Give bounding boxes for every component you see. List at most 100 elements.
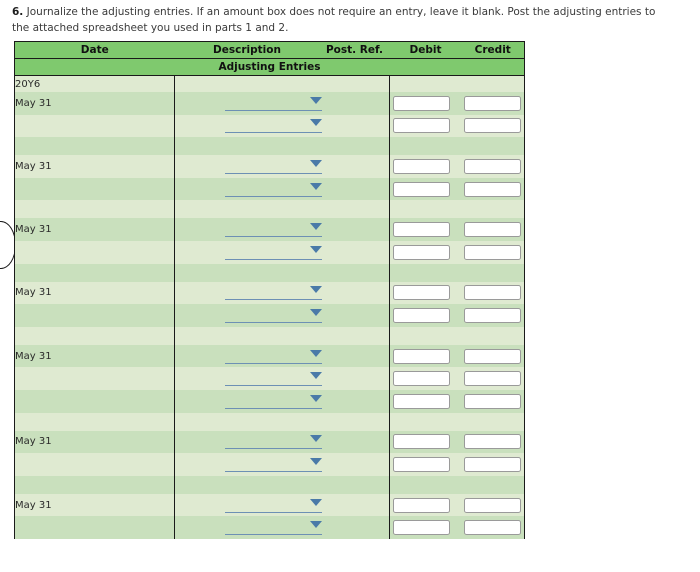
credit-cell [461, 177, 525, 201]
debit-input[interactable] [393, 393, 450, 409]
adjusting-entries-banner-row: Adjusting Entries [14, 58, 525, 76]
account-select[interactable] [225, 308, 322, 323]
debit-input[interactable] [393, 95, 450, 111]
credit-cell [461, 516, 525, 539]
debit-cell [389, 430, 462, 454]
description-cell [174, 516, 322, 539]
spacer-cell [461, 75, 525, 92]
debit-input[interactable] [393, 434, 450, 450]
chevron-down-icon [310, 96, 322, 104]
spacer-cell [389, 200, 462, 219]
debit-input[interactable] [393, 371, 450, 387]
debit-input[interactable] [393, 456, 450, 472]
credit-input[interactable] [463, 118, 521, 134]
chevron-down-icon [310, 159, 322, 167]
journal-entry-row [14, 240, 525, 264]
description-cell [174, 430, 322, 454]
spacer-cell [14, 475, 175, 494]
description-cell [174, 281, 322, 305]
account-select[interactable] [225, 222, 322, 238]
debit-input[interactable] [393, 348, 450, 364]
credit-input[interactable] [463, 307, 521, 323]
debit-input[interactable] [393, 222, 450, 238]
post-ref-cell [319, 344, 390, 368]
account-select[interactable] [225, 245, 322, 260]
account-select[interactable] [225, 520, 322, 536]
debit-input[interactable] [393, 118, 450, 134]
chevron-down-icon [310, 182, 322, 190]
debit-input[interactable] [393, 307, 450, 323]
account-select[interactable] [225, 159, 322, 174]
column-header-description: Description [174, 41, 320, 59]
post-ref-cell [319, 281, 390, 305]
description-cell [174, 240, 322, 264]
debit-input[interactable] [393, 285, 450, 301]
entry-group-spacer-row [14, 137, 525, 156]
credit-cell [461, 367, 525, 390]
spacer-cell [14, 200, 175, 219]
description-cell [174, 453, 322, 476]
spacer-cell [319, 137, 390, 156]
account-select[interactable] [225, 285, 322, 301]
credit-input[interactable] [463, 456, 521, 472]
description-cell [174, 493, 322, 517]
credit-input[interactable] [463, 95, 521, 111]
journal-entry-row: May 31 [14, 493, 525, 517]
spacer-cell [461, 475, 525, 494]
credit-cell [461, 114, 525, 138]
account-select[interactable] [225, 371, 322, 387]
date-cell: May 31 [14, 430, 175, 454]
account-select[interactable] [225, 118, 322, 134]
journal-entry-row: May 31 [14, 281, 525, 305]
spacer-cell [319, 75, 390, 92]
account-select[interactable] [225, 349, 322, 364]
journal-entry-row [14, 114, 525, 138]
spacer-cell [14, 326, 175, 345]
post-ref-cell [319, 114, 390, 138]
credit-input[interactable] [463, 181, 521, 197]
date-cell: May 31 [14, 493, 175, 517]
debit-input[interactable] [393, 181, 450, 197]
entry-group-spacer-row [14, 475, 525, 494]
debit-input[interactable] [393, 497, 450, 513]
debit-input[interactable] [393, 244, 450, 260]
credit-input[interactable] [463, 222, 521, 238]
spacer-cell [174, 263, 320, 282]
description-cell [174, 367, 322, 390]
account-select[interactable] [225, 182, 322, 197]
credit-input[interactable] [463, 371, 521, 387]
credit-cell [461, 92, 525, 115]
chevron-down-icon [310, 119, 322, 127]
credit-input[interactable] [463, 158, 521, 174]
journal-entry-row: May 31 [14, 218, 525, 241]
credit-input[interactable] [463, 244, 521, 260]
debit-cell [389, 493, 462, 517]
credit-input[interactable] [463, 520, 521, 536]
post-ref-cell [319, 389, 390, 413]
credit-cell [461, 430, 525, 454]
debit-cell [389, 155, 462, 178]
debit-input[interactable] [393, 520, 450, 536]
spacer-cell [461, 200, 525, 219]
spacer-cell [319, 475, 390, 494]
credit-input[interactable] [463, 348, 521, 364]
credit-input[interactable] [463, 497, 521, 513]
account-select[interactable] [225, 457, 322, 472]
spacer-cell [174, 412, 320, 431]
account-select[interactable] [225, 434, 322, 450]
account-select[interactable] [225, 498, 322, 513]
credit-input[interactable] [463, 285, 521, 301]
description-cell [174, 389, 322, 413]
credit-input[interactable] [463, 434, 521, 450]
post-ref-cell [319, 430, 390, 454]
debit-cell [389, 367, 462, 390]
date-cell [14, 367, 175, 390]
account-select[interactable] [225, 394, 322, 409]
credit-input[interactable] [463, 393, 521, 409]
debit-cell [389, 114, 462, 138]
spacer-cell [174, 326, 320, 345]
account-select[interactable] [225, 96, 322, 111]
debit-input[interactable] [393, 158, 450, 174]
journal-entry-table: Date Description Post. Ref. Debit Credit… [14, 41, 525, 539]
description-cell [174, 177, 322, 201]
